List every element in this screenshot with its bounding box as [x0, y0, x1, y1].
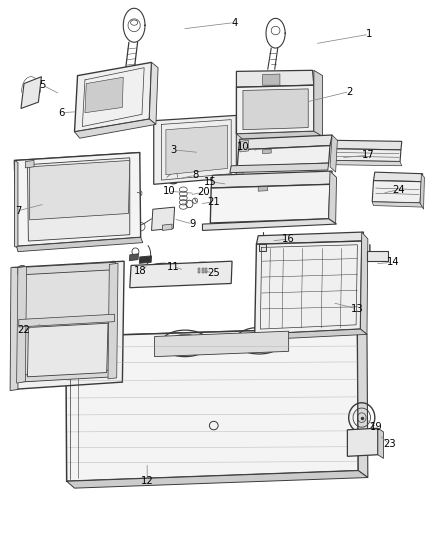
Polygon shape — [17, 266, 27, 383]
Polygon shape — [333, 140, 402, 150]
Text: 18: 18 — [134, 266, 146, 276]
Polygon shape — [237, 85, 314, 134]
Polygon shape — [30, 160, 130, 220]
Polygon shape — [239, 135, 332, 150]
Polygon shape — [254, 329, 367, 340]
Polygon shape — [378, 428, 384, 458]
Polygon shape — [314, 70, 322, 136]
Polygon shape — [210, 184, 330, 223]
Text: 10: 10 — [162, 186, 175, 196]
Polygon shape — [243, 89, 308, 130]
Polygon shape — [108, 263, 118, 379]
Polygon shape — [328, 171, 336, 224]
Text: 22: 22 — [17, 325, 29, 335]
Polygon shape — [240, 140, 249, 152]
Text: 17: 17 — [361, 150, 374, 160]
Polygon shape — [152, 207, 175, 230]
Polygon shape — [25, 160, 34, 168]
Polygon shape — [24, 266, 111, 382]
Polygon shape — [237, 115, 243, 184]
Polygon shape — [74, 119, 156, 138]
Polygon shape — [10, 268, 19, 391]
Polygon shape — [11, 326, 25, 382]
Polygon shape — [66, 335, 78, 349]
Polygon shape — [11, 261, 124, 390]
Polygon shape — [420, 174, 424, 209]
Polygon shape — [262, 149, 271, 154]
Polygon shape — [230, 163, 328, 173]
Polygon shape — [130, 261, 232, 288]
Polygon shape — [347, 428, 378, 456]
Polygon shape — [215, 177, 239, 186]
Polygon shape — [259, 244, 266, 251]
Polygon shape — [154, 115, 237, 184]
Polygon shape — [262, 74, 280, 85]
Polygon shape — [17, 237, 143, 252]
Text: 9: 9 — [190, 219, 196, 229]
Text: 21: 21 — [208, 197, 220, 207]
Polygon shape — [28, 323, 108, 377]
Polygon shape — [66, 327, 358, 481]
Polygon shape — [205, 268, 207, 273]
Polygon shape — [19, 370, 115, 382]
Text: 8: 8 — [192, 171, 198, 180]
Text: 13: 13 — [351, 304, 364, 314]
Polygon shape — [14, 160, 18, 248]
Polygon shape — [18, 262, 116, 275]
Polygon shape — [237, 70, 314, 87]
Polygon shape — [202, 219, 336, 230]
Polygon shape — [357, 327, 368, 478]
Polygon shape — [332, 160, 402, 166]
Polygon shape — [149, 62, 158, 124]
Text: 3: 3 — [170, 145, 177, 155]
Text: 15: 15 — [204, 176, 217, 187]
Polygon shape — [332, 149, 401, 161]
Polygon shape — [198, 268, 200, 273]
Polygon shape — [360, 232, 368, 334]
Text: 25: 25 — [208, 268, 220, 278]
Text: 5: 5 — [39, 80, 46, 90]
Polygon shape — [237, 131, 322, 139]
Text: 11: 11 — [167, 262, 180, 271]
Polygon shape — [372, 181, 421, 203]
Text: 2: 2 — [346, 86, 353, 96]
Text: 19: 19 — [370, 422, 383, 432]
Polygon shape — [14, 152, 140, 171]
Polygon shape — [129, 254, 138, 261]
Text: 20: 20 — [198, 187, 210, 197]
Text: 7: 7 — [15, 206, 21, 216]
Polygon shape — [258, 187, 268, 191]
Polygon shape — [166, 125, 228, 175]
Polygon shape — [19, 314, 115, 327]
Polygon shape — [155, 331, 289, 357]
Polygon shape — [85, 77, 123, 113]
Text: 6: 6 — [58, 108, 65, 118]
Polygon shape — [211, 171, 332, 188]
Text: 4: 4 — [231, 18, 237, 28]
Polygon shape — [162, 224, 172, 230]
Polygon shape — [139, 256, 152, 263]
Polygon shape — [28, 158, 130, 241]
Polygon shape — [372, 202, 423, 207]
Polygon shape — [14, 152, 141, 246]
Text: 24: 24 — [392, 184, 405, 195]
Polygon shape — [74, 62, 152, 132]
Polygon shape — [67, 471, 368, 488]
Text: 23: 23 — [383, 439, 396, 449]
Polygon shape — [195, 265, 210, 275]
Polygon shape — [237, 146, 330, 167]
Polygon shape — [330, 135, 337, 172]
Polygon shape — [367, 251, 388, 261]
Polygon shape — [66, 327, 358, 349]
Polygon shape — [201, 268, 204, 273]
Text: 14: 14 — [387, 257, 399, 267]
Text: 10: 10 — [237, 142, 249, 152]
Text: 1: 1 — [366, 29, 372, 39]
Polygon shape — [254, 241, 362, 334]
Polygon shape — [21, 77, 42, 109]
Polygon shape — [374, 172, 423, 182]
Polygon shape — [256, 232, 364, 244]
Text: 12: 12 — [141, 477, 154, 486]
Text: 16: 16 — [282, 234, 295, 244]
